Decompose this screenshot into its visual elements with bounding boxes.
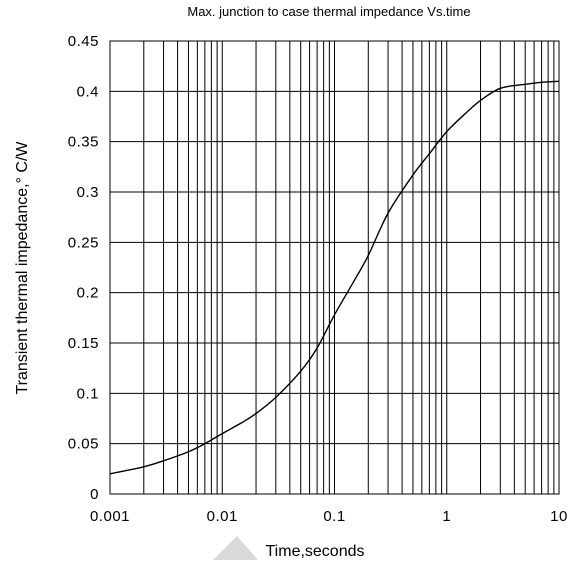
grid-layer — [110, 41, 559, 494]
y-tick-label: 0.35 — [68, 134, 99, 151]
watermark-arrow — [213, 536, 258, 560]
series-line — [109, 80, 560, 475]
x-tick-label: 0.1 — [323, 508, 345, 525]
y-tick-label: 0 — [90, 486, 99, 503]
y-tick-label: 0.25 — [68, 234, 99, 251]
y-tick-label: 0.45 — [68, 33, 99, 50]
y-tick-label: 0.1 — [77, 385, 99, 402]
y-tick-label: 0.15 — [68, 335, 99, 352]
x-tick-labels: 0.001 0.01 0.1 1 10 — [90, 508, 568, 525]
x-tick-label: 0.01 — [207, 508, 238, 525]
y-axis-label: Transient thermal impedance,° C/W — [14, 141, 31, 395]
x-tick-label: 1 — [442, 508, 451, 525]
x-tick-label: 10 — [550, 508, 568, 525]
y-tick-label: 0.3 — [77, 184, 99, 201]
y-tick-label: 0.05 — [68, 436, 99, 453]
x-axis-label: Time,seconds — [266, 543, 365, 560]
chart-title: Max. junction to case thermal impedance … — [187, 4, 470, 19]
y-tick-labels: 0 0.05 0.1 0.15 0.2 0.25 0.3 0.35 0.4 0.45 — [68, 33, 99, 503]
y-tick-label: 0.2 — [77, 285, 99, 302]
y-tick-label: 0.4 — [77, 83, 99, 100]
plot-frame — [109, 40, 560, 495]
x-tick-label: 0.001 — [90, 508, 130, 525]
